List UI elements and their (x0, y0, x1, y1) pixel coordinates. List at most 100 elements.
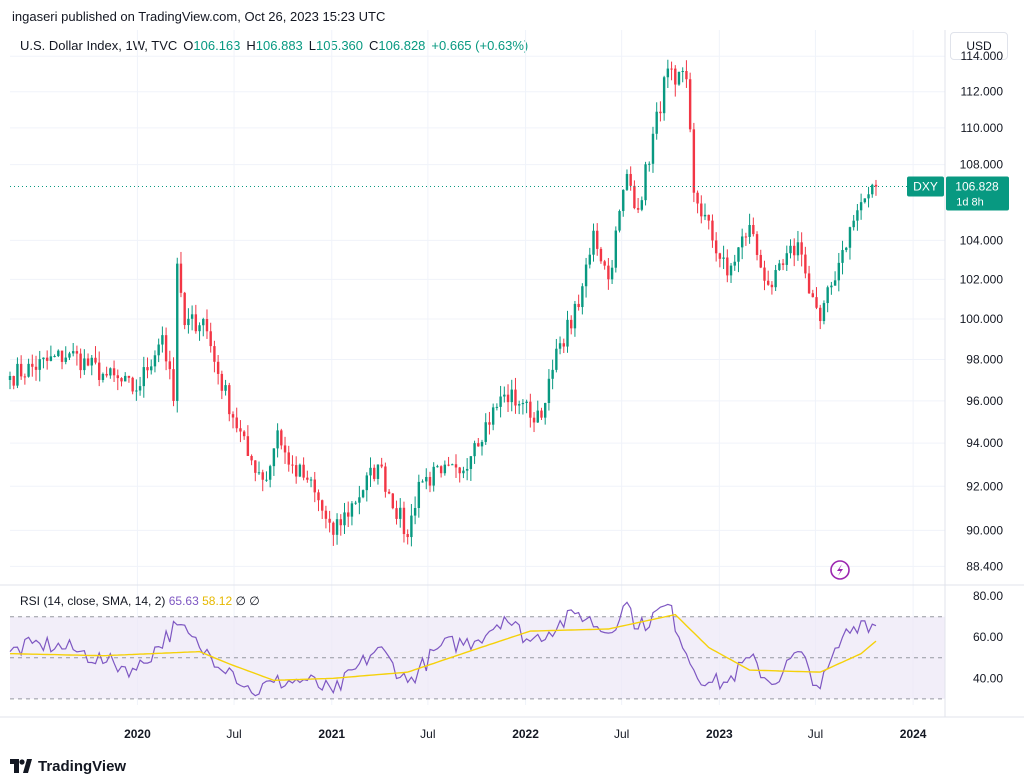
candle-body (19, 363, 23, 377)
candle-body (42, 357, 45, 360)
candle-body (157, 344, 160, 356)
candle-body (391, 493, 395, 509)
candle-body (320, 500, 324, 511)
candle-body (350, 503, 354, 517)
candle-body (45, 357, 49, 361)
candle-body (525, 401, 528, 404)
candle-body (636, 208, 640, 210)
candle-body (852, 220, 855, 228)
candle-body (540, 410, 543, 418)
candle-body (633, 185, 636, 209)
candle-body (399, 507, 402, 519)
candle-body (75, 351, 79, 354)
symbol-tag-text: DXY (913, 180, 938, 194)
candle-body (64, 357, 67, 362)
candle-body (484, 422, 487, 442)
candle-body (153, 355, 157, 367)
candle-body (265, 479, 268, 481)
candle-body (332, 522, 335, 535)
candle-body (722, 257, 725, 259)
candle-body (685, 71, 688, 80)
candle-body (313, 479, 316, 493)
candle-body (235, 417, 238, 429)
candle-body (57, 350, 60, 357)
candle-body (781, 263, 785, 265)
currency-button[interactable]: USD (950, 32, 1008, 60)
candle-body (49, 356, 53, 361)
candle-body (789, 245, 792, 254)
candle-body (317, 492, 320, 501)
price-tick-label: 98.000 (966, 353, 1003, 367)
open-label: O (183, 38, 194, 53)
candle-body (707, 214, 710, 221)
candle-body (703, 214, 707, 217)
price-tag: DXY 106.828 1d 8h (907, 176, 1009, 211)
price-tick-label: 92.000 (966, 479, 1003, 493)
symbol-tag-bg (907, 176, 944, 197)
candle-body (90, 357, 93, 366)
candle-body (592, 230, 595, 255)
candle-body (12, 375, 15, 386)
candle-body (183, 292, 186, 326)
price-tick-label: 96.000 (966, 394, 1003, 408)
candle-body (570, 319, 573, 329)
candle-body (503, 394, 506, 397)
candle-body (521, 403, 525, 405)
candle-body (291, 464, 294, 466)
price-tick-label: 100.000 (960, 312, 1004, 326)
candle-body (354, 502, 357, 504)
candle-body (94, 357, 97, 363)
candle-body (670, 68, 673, 70)
candle-body (294, 465, 298, 477)
candle-body (276, 430, 279, 449)
candle-body (874, 184, 878, 187)
candle-body (283, 445, 287, 453)
candle-body (506, 394, 510, 403)
candle-body (172, 369, 175, 401)
candle-body (410, 515, 413, 538)
candle-body (778, 263, 781, 271)
candle-body (469, 456, 473, 469)
candle-body (451, 464, 454, 466)
candle-body (302, 464, 305, 478)
candle-body (168, 361, 172, 370)
candle-body (272, 448, 276, 467)
rsi-line (9, 601, 877, 697)
symbol-title[interactable]: U.S. Dollar Index, 1W, TVC (20, 38, 178, 53)
candle-body (60, 350, 64, 362)
time-tick-label: 2020 (124, 727, 151, 741)
candle-body (190, 314, 194, 319)
footer-brand[interactable]: TradingView (10, 755, 126, 777)
candle-body (491, 407, 495, 425)
candle-body (250, 455, 253, 461)
candle-body (770, 284, 774, 288)
publisher-line: ingaseri published on TradingView.com, O… (12, 9, 386, 24)
candle-body (837, 262, 841, 281)
candle-body (376, 464, 380, 479)
candle-body (71, 351, 75, 354)
candle-body (729, 265, 733, 276)
rsi-title[interactable]: RSI (14, close, SMA, 14, 2) (20, 594, 166, 608)
candle-body (421, 481, 424, 483)
candle-body (588, 254, 591, 265)
candle-body (105, 373, 108, 376)
candle-body (254, 460, 257, 473)
candle-body (607, 265, 610, 280)
candle-body (629, 173, 632, 186)
candle-body (231, 414, 235, 418)
candle-body (142, 367, 145, 387)
candle-body (86, 358, 90, 366)
candles (8, 59, 945, 547)
candle-body (562, 343, 565, 347)
candle-body (696, 192, 699, 204)
brand-name: TradingView (38, 757, 127, 775)
candle-body (120, 378, 123, 382)
candle-body (38, 359, 41, 370)
candle-body (718, 253, 722, 259)
candle-body (692, 129, 696, 193)
candle-body (220, 373, 224, 391)
rsi-extra-1: ∅ (235, 594, 246, 608)
candle-body (112, 368, 116, 376)
candle-body (532, 417, 536, 423)
